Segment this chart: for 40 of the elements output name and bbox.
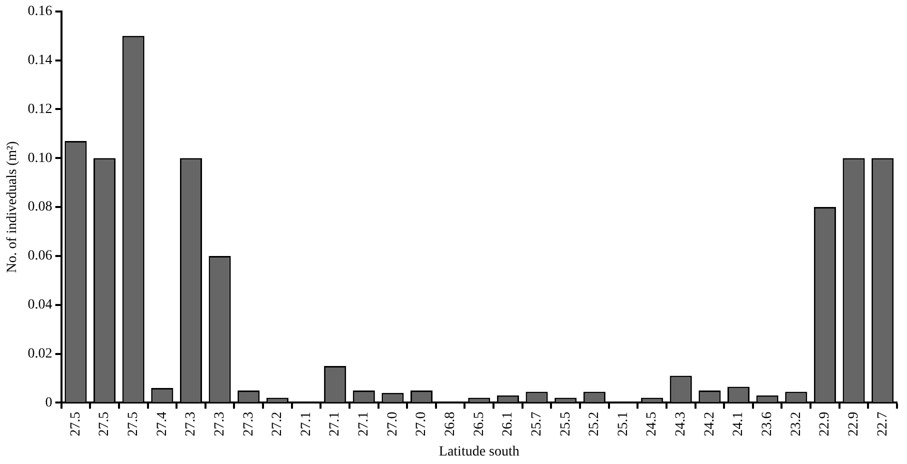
x-tick-label: 24.2 [702,412,718,436]
x-tick-label: 27.1 [298,412,314,436]
x-tick-label: 27.3 [241,412,256,436]
x-tick-label: 27.0 [385,412,400,436]
x-tick-label: 26.8 [443,412,458,436]
x-axis-title: Latitude south [438,444,520,460]
x-tick-label: 27.3 [184,412,199,436]
x-tick-label: 26.1 [500,412,516,436]
y-tick-label: 0.14 [28,52,52,68]
y-tick-label: 0.04 [28,298,52,313]
y-axis-title: No. of indiveduals (m²) [5,140,20,273]
x-tick-label: 24.1 [731,412,746,436]
x-tick-label: 25.1 [616,412,631,436]
x-tick-label: 24.5 [644,412,660,436]
x-tick-label: 27.2 [270,412,286,436]
x-tick-label: 25.5 [558,412,574,436]
y-tick-label: 0.02 [28,346,52,362]
x-tick-label: 27.5 [97,412,112,436]
y-tick-label: 0.16 [28,4,52,20]
x-tick-label: 23.6 [760,412,775,436]
y-tick-label: 0 [45,395,52,410]
x-tick-label: 27.1 [356,412,372,436]
x-tick-label: 27.3 [212,412,228,436]
x-tick-label: 27.5 [68,412,84,436]
x-tick-label: 22.7 [875,412,890,436]
x-tick-label: 23.2 [788,412,804,436]
x-tick-label: 27.4 [154,412,170,436]
y-tick-label: 0.06 [28,248,52,264]
y-tick-label: 0.08 [28,200,52,215]
x-tick-label: 25.2 [587,412,602,436]
x-tick-label: 22.9 [846,412,862,436]
x-tick-label: 27.5 [126,412,142,436]
x-tick-label: 22.9 [818,412,833,436]
x-tick-label: 27.0 [414,412,430,436]
x-tick-label: 25.7 [529,412,544,436]
x-tick-label: 26.5 [472,412,487,436]
y-tick-label: 0.12 [28,102,52,117]
y-tick-label: 0.10 [28,150,52,166]
x-tick-label: 27.1 [328,412,343,436]
x-tick-label: 24.3 [674,412,689,436]
